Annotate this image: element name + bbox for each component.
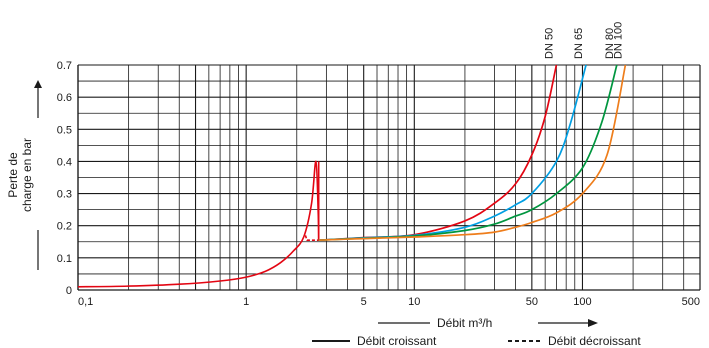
- y-tick-label: 0.2: [57, 221, 72, 233]
- legend-item-decreasing: Débit décroissant: [548, 334, 641, 348]
- y-tick-label: 0.6: [57, 92, 72, 104]
- x-tick-label: 500: [682, 296, 700, 308]
- series-label: DN 80: [604, 28, 616, 59]
- common-curve: [77, 160, 320, 288]
- y-tick-label: 0.1: [57, 253, 72, 265]
- y-axis-arrow: [34, 80, 42, 270]
- legend-item-increasing: Débit croissant: [357, 334, 437, 348]
- series-line: [318, 64, 627, 242]
- y-tick-label: 0.3: [57, 189, 72, 201]
- x-tick-label: 5: [361, 296, 367, 308]
- y-axis-label-line-1: Perte de: [6, 152, 20, 198]
- decreasing-flow-curve: [304, 235, 319, 241]
- y-axis-label-line-2: charge en bar: [20, 138, 34, 212]
- y-tick-label: 0.7: [57, 60, 72, 72]
- x-tick-label: 0,1: [78, 296, 93, 308]
- x-axis-arrow: [378, 319, 598, 327]
- x-tick-label: 10: [408, 296, 420, 308]
- x-tick-label: 100: [573, 296, 591, 308]
- y-tick-label: 0: [66, 285, 72, 297]
- x-tick-label: 1: [243, 296, 249, 308]
- x-tick-labels: 0,1 1 5 10 50 100 500: [78, 296, 700, 308]
- y-tick-labels: 0 0.1 0.2 0.3 0.4 0.5 0.6 0.7: [57, 60, 72, 297]
- curves: [77, 64, 627, 288]
- series-line: [318, 64, 587, 242]
- grid: [77, 64, 701, 291]
- y-tick-label: 0.5: [57, 124, 72, 136]
- x-tick-label: 50: [526, 296, 538, 308]
- legend: Débit croissant Débit décroissant: [312, 334, 641, 348]
- series-label: DN 100: [612, 22, 624, 59]
- series-label: DN 65: [573, 28, 585, 59]
- x-axis-label: Débit m³/h: [437, 316, 492, 330]
- y-tick-label: 0.4: [57, 156, 72, 168]
- series-label: DN 50: [543, 28, 555, 59]
